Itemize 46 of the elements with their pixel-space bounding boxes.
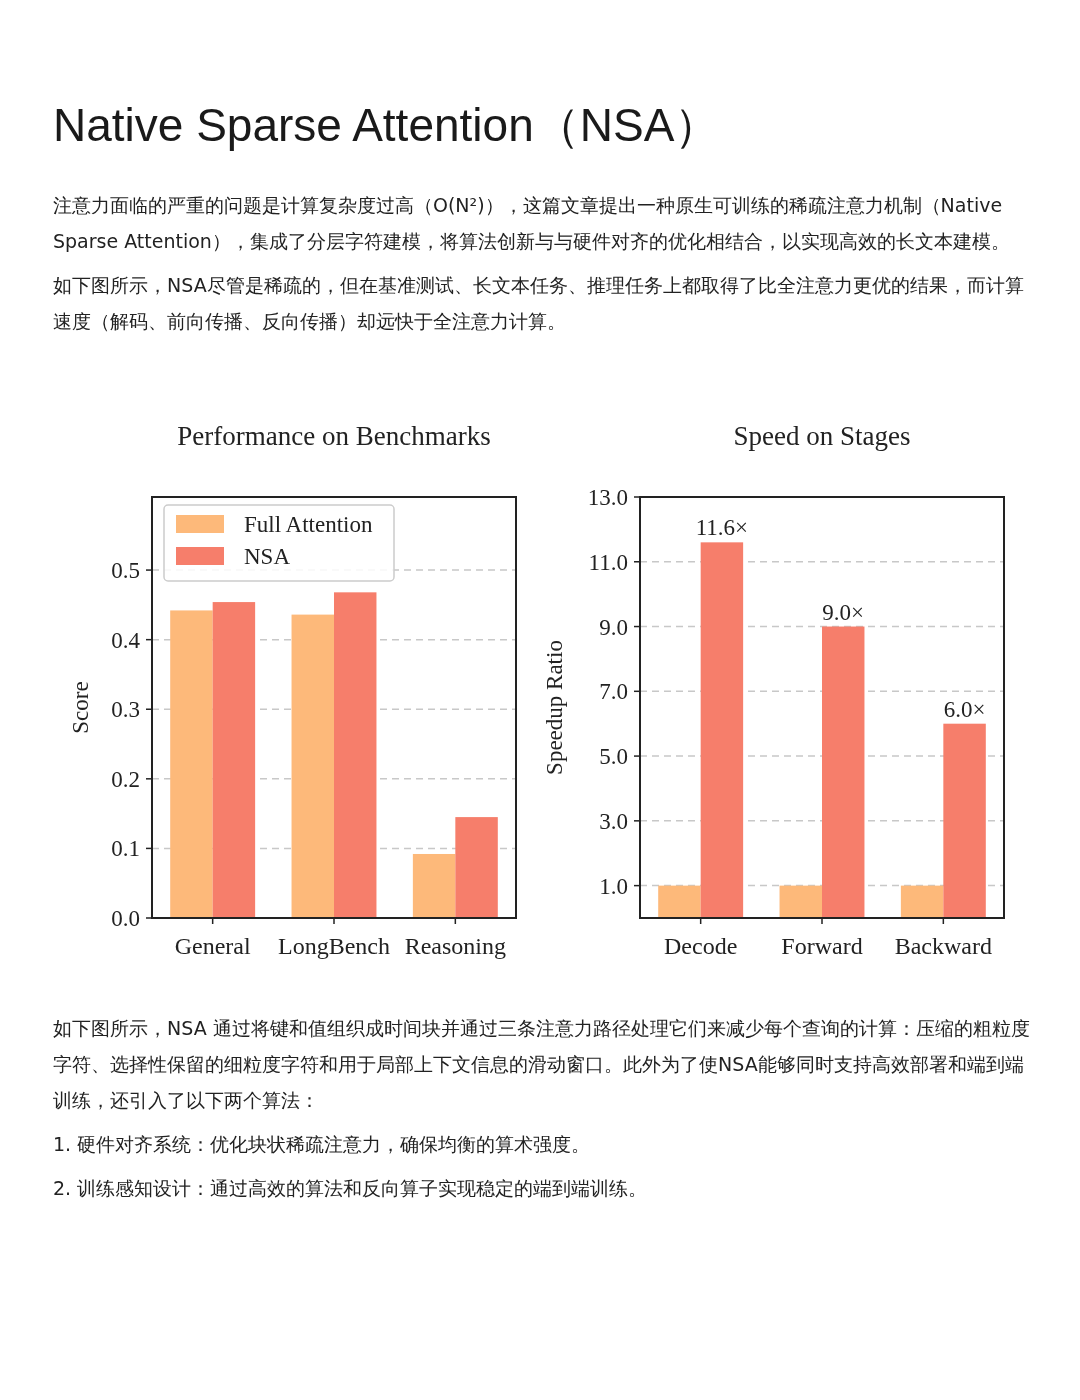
bar bbox=[291, 614, 334, 918]
data-label: 9.0× bbox=[822, 599, 865, 625]
text: 注意力面临的严重的问题是计算复杂度过高（O(N²)），这篇文章提出一种原生可训练的稀疏注意力机制（Native Sparse Attention），集成了分层字符建模，将算法创新与与硬件对齐的优化相结合，以实现高效的长文本建模。 bbox=[53, 193, 1011, 254]
text: 如下图所示，NSA 通过将键和值组织成时间块并通过三条注意力路径处理它们来减少每个查询的计算：压缩的粗粒度字符、选择性保留的细粒度字符和用于局部上下文信息的滑动窗口。此外为了使NSA能够同时支持高效部署和端到端训练，还引入了以下两个算法： bbox=[53, 1016, 1031, 1113]
y-tick-label: 13.0 bbox=[587, 485, 628, 510]
chart-title: Speed on Stages bbox=[733, 421, 911, 451]
y-tick-label: 7.0 bbox=[599, 679, 628, 705]
x-tick-label: Decode bbox=[664, 933, 738, 959]
y-tick-label: 0.2 bbox=[111, 766, 140, 792]
bar bbox=[700, 542, 744, 918]
y-tick-label: 0.4 bbox=[111, 627, 141, 653]
bar bbox=[943, 723, 986, 918]
data-label: 11.6× bbox=[695, 515, 749, 541]
y-tick-label: 1.0 bbox=[599, 873, 628, 899]
y-tick-label: 9.0 bbox=[599, 614, 628, 640]
bar bbox=[412, 853, 456, 918]
y-tick-label: 0.3 bbox=[111, 697, 140, 723]
chart-title: Performance on Benchmarks bbox=[177, 421, 491, 451]
data-label: 6.0× bbox=[943, 696, 986, 722]
legend-label: NSA bbox=[244, 544, 291, 569]
bar bbox=[455, 817, 498, 918]
bar bbox=[334, 592, 377, 918]
text: 如下图所示，NSA尽管是稀疏的，但在基准测试、长文本任务、推理任务上都取得了比全注意力更优的结果，而计算速度（解码、前向传播、反向传播）却远快于全注意力计算。 bbox=[53, 273, 1025, 334]
text: 2. 训练感知设计：通过高效的算法和反向算子实现稳定的端到端训练。 bbox=[53, 1176, 649, 1201]
y-tick-label: 0.1 bbox=[111, 836, 140, 862]
y-tick-label: 0.0 bbox=[111, 906, 140, 931]
y-tick-label: 0.5 bbox=[111, 558, 140, 584]
bar bbox=[822, 626, 865, 918]
bar bbox=[658, 885, 701, 918]
x-tick-label: General bbox=[174, 933, 251, 959]
text: 1. 硬件对齐系统：优化块状稀疏注意力，确保均衡的算术强度。 bbox=[53, 1132, 592, 1157]
legend-label: Full Attention bbox=[244, 512, 373, 537]
bar bbox=[779, 885, 822, 918]
bar bbox=[212, 602, 256, 918]
text: Native Sparse Attention（NSA） bbox=[53, 98, 722, 153]
y-tick-label: 5.0 bbox=[599, 744, 628, 770]
y-tick-label: 11.0 bbox=[588, 549, 628, 575]
y-tick-label: 3.0 bbox=[599, 808, 628, 834]
bar bbox=[170, 610, 213, 918]
x-tick-label: Forward bbox=[781, 933, 863, 959]
y-axis-title: Score bbox=[68, 681, 93, 734]
x-tick-label: Reasoning bbox=[404, 933, 506, 959]
y-axis-title: Speedup Ratio bbox=[542, 640, 567, 775]
bar bbox=[900, 885, 944, 918]
x-tick-label: LongBench bbox=[278, 933, 390, 959]
x-tick-label: Backward bbox=[894, 933, 992, 959]
